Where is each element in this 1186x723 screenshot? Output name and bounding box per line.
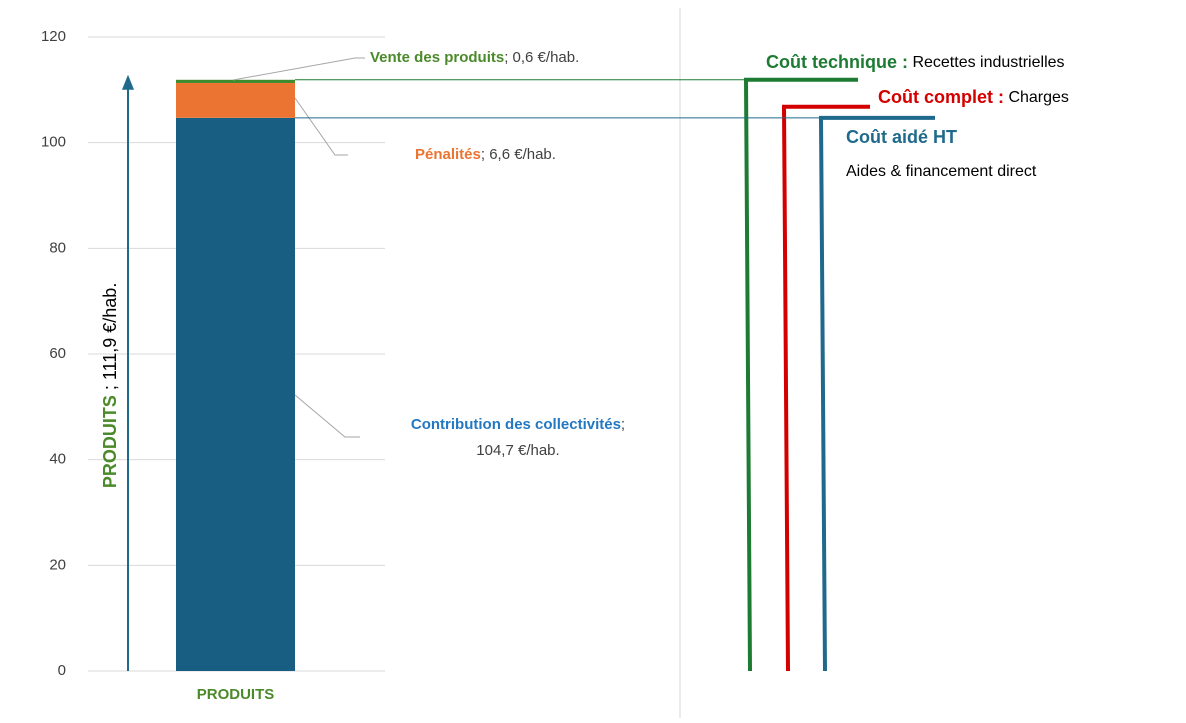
total-name: PRODUITS [100,395,120,488]
label-separator: ; [621,416,625,433]
marker-text: Aides & financement direct [846,163,1037,180]
data-label: Contribution des collectivités; 104,7 €/h… [411,416,625,459]
y-tick-label: 40 [49,451,66,468]
cost-marker [781,104,870,672]
marker-title: Coût complet : [878,87,1004,107]
bar-segment [176,79,295,83]
series-name: Vente des produits [370,49,504,66]
cost-marker [818,115,935,672]
leader-line [294,97,348,156]
arrow-head [122,74,134,90]
y-tick-label: 120 [41,28,66,45]
value-label: 6,6 €/hab. [485,146,556,163]
total-separator: ; [100,380,120,395]
bar-segment [176,117,295,671]
marker-text: Recettes industrielles [908,54,1065,71]
data-label: Pénalités; 6,6 €/hab. [415,146,556,163]
data-label: Vente des produits; 0,6 €/hab. [370,49,579,66]
y-tick-label: 20 [49,556,66,573]
y-tick-label: 100 [41,134,66,151]
y-tick-label: 60 [49,345,66,362]
label-separator: ; [504,49,508,66]
cost-marker [743,77,858,672]
marker-label: Coût aidé HT Aides & financement direct [846,127,1037,180]
marker-title: Coût technique : [766,52,908,72]
value-label: 0,6 €/hab. [508,49,579,66]
marker-label: Coût complet : Charges [878,87,1069,107]
bar-segment [176,82,295,118]
leader-line [294,394,360,438]
y-tick-label: 80 [49,239,66,256]
marker-text: Charges [1004,89,1069,106]
marker-title: Coût aidé HT [846,127,957,147]
value-label: 104,7 €/hab. [476,442,559,459]
leader-line [232,57,365,81]
marker-label: Coût technique : Recettes industrielles [766,52,1065,72]
label-separator: ; [481,146,485,163]
series-name: Contribution des collectivités [411,416,621,433]
series-name: Pénalités [415,146,481,163]
y-tick-label: 0 [58,662,66,679]
total-value: 111,9 €/hab. [100,283,120,380]
total-label: PRODUITS ; 111,9 €/hab. [100,283,120,488]
x-tick-label: PRODUITS [197,686,275,703]
